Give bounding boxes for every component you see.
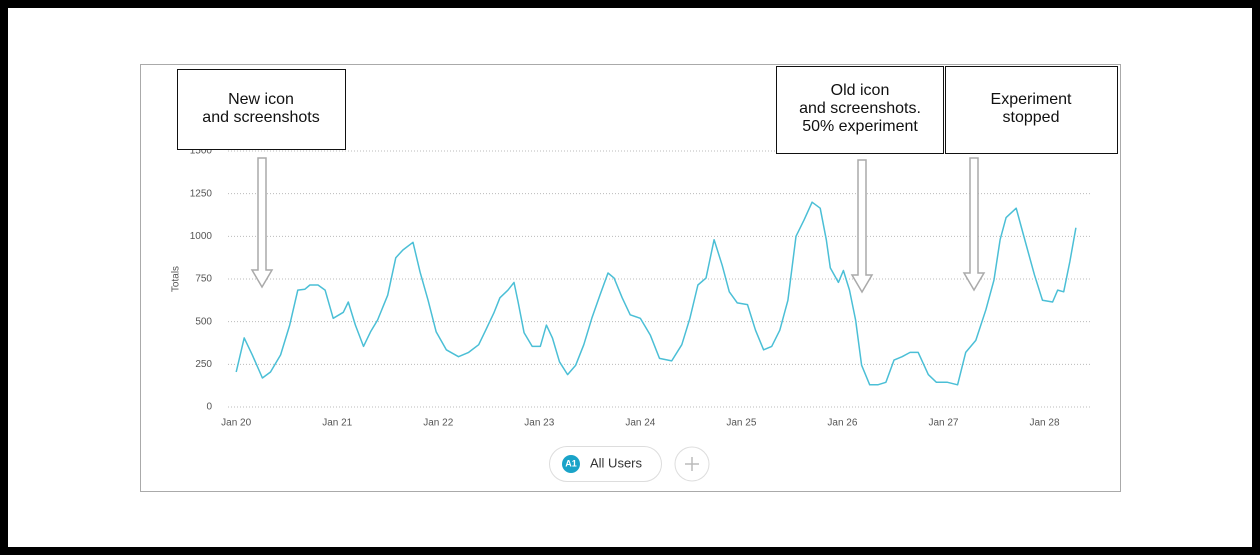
- y-tick-label: 500: [195, 316, 212, 327]
- y-tick-label: 0: [206, 402, 212, 413]
- arrow: [250, 157, 274, 289]
- annotation-text: New icon: [228, 91, 294, 108]
- annotation-text: Experiment: [991, 91, 1072, 108]
- annotation-box: [945, 66, 1118, 154]
- legend: A1 All Users: [549, 446, 710, 482]
- x-tick-label: Jan 20: [221, 418, 251, 429]
- y-axis-label: Totals: [171, 266, 182, 292]
- x-tick-label: Jan 28: [1030, 418, 1060, 429]
- legend-badge-text: A1: [565, 458, 577, 468]
- arrow: [850, 159, 874, 294]
- legend-badge: [562, 455, 580, 473]
- x-tick-label: Jan 26: [827, 418, 857, 429]
- legend-label: All Users: [590, 455, 643, 470]
- data-line: [235, 201, 1077, 386]
- y-tick-label: 1500: [190, 146, 213, 157]
- plot: 0 250 500 750 1000 1250 1500 Jan 20 Jan 21 Jan 22…: [190, 146, 1090, 429]
- annotation-text: 50% experiment: [802, 118, 918, 135]
- plus-icon: [685, 457, 699, 471]
- annotation-text: and screenshots.: [799, 100, 921, 117]
- annotation-box: [776, 66, 944, 154]
- x-tick-label: Jan 23: [524, 418, 554, 429]
- y-tick-label: 250: [195, 359, 212, 370]
- x-tick-label: Jan 21: [322, 418, 352, 429]
- x-tick-label: Jan 24: [625, 418, 655, 429]
- x-tick-label: Jan 22: [423, 418, 453, 429]
- legend-chip[interactable]: [549, 446, 662, 482]
- y-tick-label: 1250: [190, 188, 213, 199]
- annotation-text: and screenshots: [202, 109, 319, 126]
- arrow: [962, 157, 986, 292]
- x-tick-label: Jan 27: [928, 418, 958, 429]
- annotation-text: Old icon: [831, 82, 890, 99]
- annotation-box: [177, 69, 346, 150]
- annotation-text: stopped: [1003, 109, 1060, 126]
- y-tick-label: 1000: [190, 231, 213, 242]
- y-tick-label: 750: [195, 274, 212, 285]
- x-tick-label: Jan 25: [726, 418, 756, 429]
